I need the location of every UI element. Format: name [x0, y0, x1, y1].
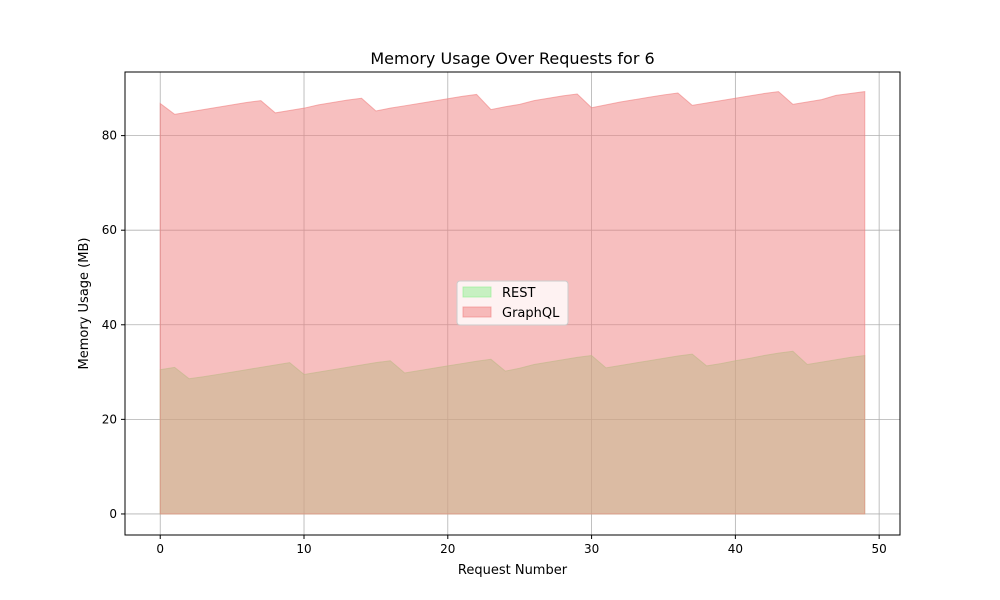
legend-swatch-graphql	[462, 306, 492, 318]
x-tick-label: 40	[728, 542, 743, 556]
y-tick-label: 0	[109, 507, 117, 521]
y-tick-label: 60	[102, 223, 117, 237]
y-tick-label: 40	[102, 318, 117, 332]
axis-ticks: 0 10 20 30 40 50 0 20 40 60 80	[102, 129, 887, 556]
y-axis-label: Memory Usage (MB)	[77, 238, 92, 370]
plot-frame	[124, 71, 901, 536]
x-tick-label: 0	[156, 542, 164, 556]
y-tick-label: 20	[102, 412, 117, 426]
chart-title: Memory Usage Over Requests for 6	[370, 49, 654, 68]
x-tick-label: 20	[440, 542, 455, 556]
x-tick-label: 10	[296, 542, 311, 556]
legend-swatch-rest	[462, 286, 492, 298]
legend-label-rest: REST	[502, 286, 535, 301]
legend-label-graphql: GraphQL	[502, 306, 560, 321]
x-tick-label: 50	[872, 542, 887, 556]
x-axis-label: Request Number	[458, 563, 568, 578]
y-tick-label: 80	[102, 129, 117, 143]
legend: REST GraphQL	[456, 280, 569, 326]
x-tick-label: 30	[584, 542, 599, 556]
